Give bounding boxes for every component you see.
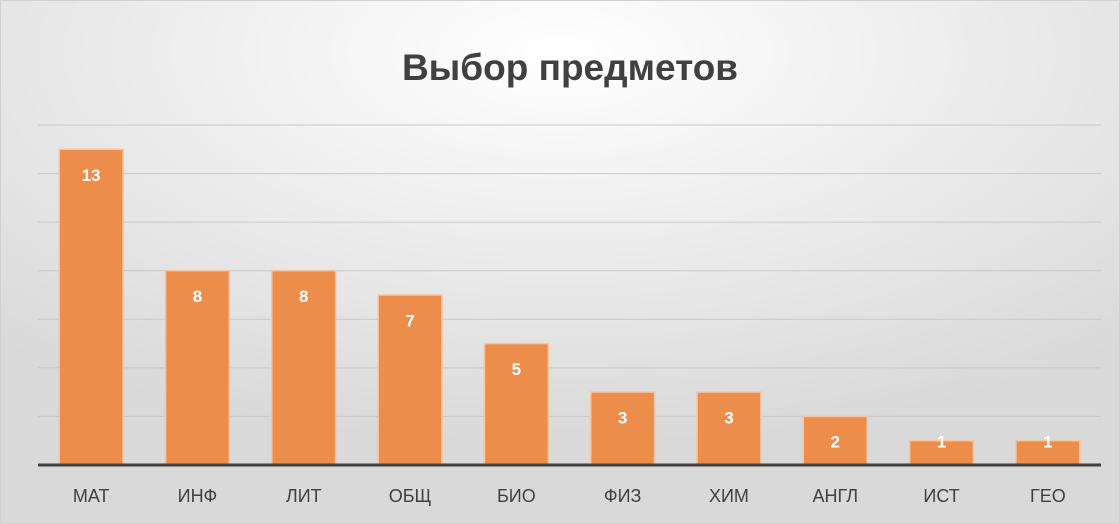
x-tick-label: ОБЩ: [389, 486, 432, 506]
x-tick-label: ИСТ: [923, 486, 959, 506]
data-label: 8: [299, 287, 308, 306]
x-tick-label: ИНФ: [178, 486, 218, 506]
data-label: 3: [618, 409, 627, 428]
x-tick-label: АНГЛ: [812, 486, 858, 506]
bar: [483, 342, 549, 466]
x-tick-label: ЛИТ: [286, 486, 322, 506]
chart-title: Выбор предметов: [402, 47, 738, 88]
data-label: 13: [82, 166, 101, 185]
data-label: 3: [724, 409, 733, 428]
bar: [696, 391, 762, 466]
x-tick-label: БИО: [497, 486, 536, 506]
x-tick-label: МАТ: [73, 486, 110, 506]
bar: [271, 269, 337, 466]
data-label: 1: [937, 432, 946, 451]
data-label: 8: [193, 287, 202, 306]
bar: [377, 294, 443, 466]
bar: [1015, 439, 1081, 466]
data-label: 5: [512, 360, 521, 379]
data-label: 1: [1043, 432, 1052, 451]
bar: [590, 391, 656, 466]
bar: [164, 269, 231, 466]
x-tick-label: ФИЗ: [604, 486, 642, 506]
x-tick-label: ГЕО: [1030, 486, 1066, 506]
bar: [802, 415, 868, 466]
data-label: 7: [405, 311, 414, 330]
x-tick-label: ХИМ: [709, 486, 749, 506]
bar: [908, 439, 975, 466]
data-label: 2: [831, 432, 840, 451]
bar: [58, 148, 124, 466]
